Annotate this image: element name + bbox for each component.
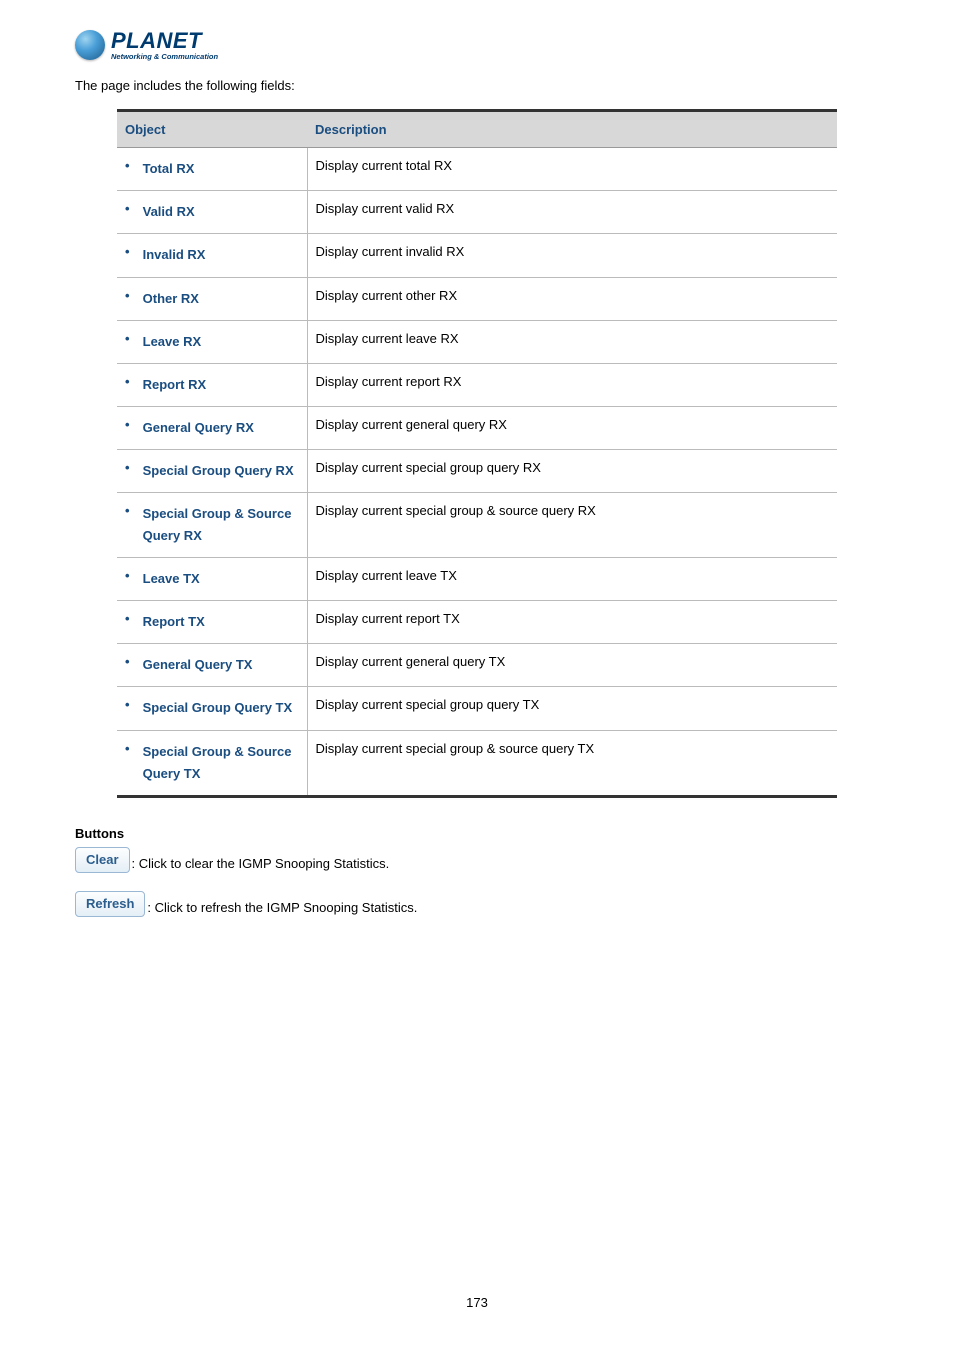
table-row: • Report RXDisplay current report RX bbox=[117, 363, 837, 406]
object-label: Invalid RX bbox=[143, 244, 206, 266]
bullet-icon: • bbox=[125, 201, 139, 216]
object-cell: • Other RX bbox=[117, 277, 307, 320]
object-label: Special Group & Source Query RX bbox=[143, 503, 298, 547]
description-cell: Display current leave TX bbox=[307, 558, 837, 601]
fields-table: Object Description • Total RXDisplay cur… bbox=[117, 109, 837, 798]
logo-brand: PLANET bbox=[111, 30, 218, 52]
description-cell: Display current report RX bbox=[307, 363, 837, 406]
buttons-heading: Buttons bbox=[75, 826, 879, 841]
table-row: • Leave TXDisplay current leave TX bbox=[117, 558, 837, 601]
bullet-icon: • bbox=[125, 460, 139, 475]
table-row: • Valid RXDisplay current valid RX bbox=[117, 191, 837, 234]
object-cell: • Special Group & Source Query TX bbox=[117, 730, 307, 796]
refresh-caption: : Click to refresh the IGMP Snooping Sta… bbox=[147, 900, 417, 917]
bullet-icon: • bbox=[125, 158, 139, 173]
object-cell: • Invalid RX bbox=[117, 234, 307, 277]
bullet-icon: • bbox=[125, 741, 139, 756]
object-label: Special Group Query RX bbox=[143, 460, 294, 482]
intro-text: The page includes the following fields: bbox=[75, 78, 879, 93]
bullet-icon: • bbox=[125, 611, 139, 626]
header-description: Description bbox=[307, 111, 837, 148]
object-cell: • General Query TX bbox=[117, 644, 307, 687]
clear-caption: : Click to clear the IGMP Snooping Stati… bbox=[132, 856, 390, 873]
description-cell: Display current general query RX bbox=[307, 406, 837, 449]
object-cell: • Special Group & Source Query RX bbox=[117, 493, 307, 558]
table-row: • Special Group Query RXDisplay current … bbox=[117, 449, 837, 492]
bullet-icon: • bbox=[125, 654, 139, 669]
description-cell: Display current report TX bbox=[307, 601, 837, 644]
object-cell: • Leave RX bbox=[117, 320, 307, 363]
clear-button-row: Clear : Click to clear the IGMP Snooping… bbox=[75, 847, 879, 873]
object-cell: • Leave TX bbox=[117, 558, 307, 601]
table-row: • Report TXDisplay current report TX bbox=[117, 601, 837, 644]
table-header-row: Object Description bbox=[117, 111, 837, 148]
description-cell: Display current special group & source q… bbox=[307, 493, 837, 558]
description-cell: Display current special group & source q… bbox=[307, 730, 837, 796]
document-page: PLANET Networking & Communication The pa… bbox=[0, 0, 954, 1350]
description-cell: Display current invalid RX bbox=[307, 234, 837, 277]
table-row: • Special Group Query TXDisplay current … bbox=[117, 687, 837, 730]
object-label: Leave RX bbox=[143, 331, 202, 353]
globe-icon bbox=[75, 30, 105, 60]
object-cell: • Report TX bbox=[117, 601, 307, 644]
description-cell: Display current special group query TX bbox=[307, 687, 837, 730]
object-label: Special Group Query TX bbox=[143, 697, 293, 719]
table-row: • Total RXDisplay current total RX bbox=[117, 148, 837, 191]
object-label: General Query TX bbox=[143, 654, 253, 676]
description-cell: Display current total RX bbox=[307, 148, 837, 191]
object-cell: • Report RX bbox=[117, 363, 307, 406]
description-cell: Display current general query TX bbox=[307, 644, 837, 687]
refresh-button-row: Refresh : Click to refresh the IGMP Snoo… bbox=[75, 891, 879, 917]
logo-tagline: Networking & Communication bbox=[111, 53, 218, 61]
object-cell: • Total RX bbox=[117, 148, 307, 191]
bullet-icon: • bbox=[125, 503, 139, 518]
bullet-icon: • bbox=[125, 417, 139, 432]
description-cell: Display current leave RX bbox=[307, 320, 837, 363]
object-cell: • Valid RX bbox=[117, 191, 307, 234]
table-row: • Special Group & Source Query TXDisplay… bbox=[117, 730, 837, 796]
object-label: Special Group & Source Query TX bbox=[143, 741, 298, 785]
object-cell: • Special Group Query TX bbox=[117, 687, 307, 730]
bullet-icon: • bbox=[125, 568, 139, 583]
table-row: • Special Group & Source Query RXDisplay… bbox=[117, 493, 837, 558]
object-cell: • Special Group Query RX bbox=[117, 449, 307, 492]
object-label: Report TX bbox=[143, 611, 205, 633]
table-row: • General Query RXDisplay current genera… bbox=[117, 406, 837, 449]
logo-text: PLANET Networking & Communication bbox=[111, 30, 218, 61]
bullet-icon: • bbox=[125, 288, 139, 303]
object-label: Leave TX bbox=[143, 568, 200, 590]
object-label: Total RX bbox=[143, 158, 195, 180]
bullet-icon: • bbox=[125, 697, 139, 712]
object-label: Valid RX bbox=[143, 201, 195, 223]
object-label: Other RX bbox=[143, 288, 199, 310]
object-label: Report RX bbox=[143, 374, 207, 396]
description-cell: Display current special group query RX bbox=[307, 449, 837, 492]
table-row: • Other RXDisplay current other RX bbox=[117, 277, 837, 320]
bullet-icon: • bbox=[125, 244, 139, 259]
description-cell: Display current other RX bbox=[307, 277, 837, 320]
table-row: • General Query TXDisplay current genera… bbox=[117, 644, 837, 687]
clear-button[interactable]: Clear bbox=[75, 847, 130, 873]
bullet-icon: • bbox=[125, 331, 139, 346]
object-label: General Query RX bbox=[143, 417, 254, 439]
logo-block: PLANET Networking & Communication bbox=[75, 30, 879, 63]
table-row: • Invalid RXDisplay current invalid RX bbox=[117, 234, 837, 277]
logo: PLANET Networking & Communication bbox=[75, 30, 218, 61]
table-row: • Leave RXDisplay current leave RX bbox=[117, 320, 837, 363]
bullet-icon: • bbox=[125, 374, 139, 389]
object-cell: • General Query RX bbox=[117, 406, 307, 449]
page-number: 173 bbox=[0, 1295, 954, 1310]
refresh-button[interactable]: Refresh bbox=[75, 891, 145, 917]
header-object: Object bbox=[117, 111, 307, 148]
description-cell: Display current valid RX bbox=[307, 191, 837, 234]
